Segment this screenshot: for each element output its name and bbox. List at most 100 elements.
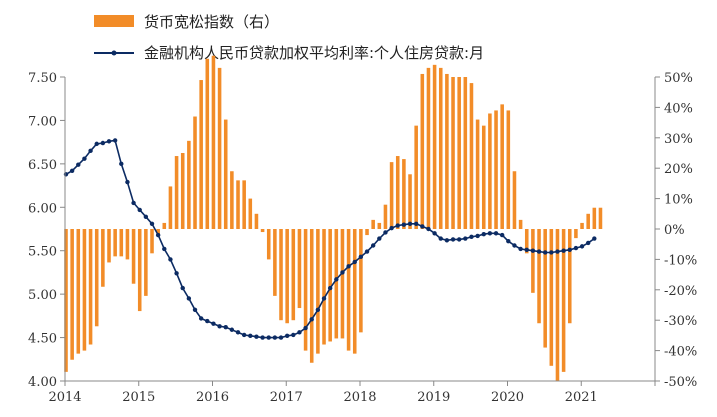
line-point [260,335,265,340]
bar [150,229,154,254]
line-point [377,236,382,241]
line-point [100,140,106,146]
bar [125,229,130,260]
bar [131,229,136,284]
bar [445,73,449,230]
bar [242,180,246,229]
bar [162,222,167,229]
bar [223,119,228,229]
line-point [143,214,149,220]
bar [543,229,547,348]
line-point [297,330,302,335]
y-left-tick-label: 4.50 [28,332,57,347]
line-point [106,139,112,144]
bar [279,229,283,321]
bar [561,229,566,372]
line-point [358,254,364,259]
line-point [321,296,327,301]
bar [107,229,111,263]
line-point [211,321,216,326]
x-tick-label: 2018 [343,390,376,405]
legend-bar-label: 货币宽松指数（右） [144,13,279,31]
bar [328,229,332,342]
bar [303,229,308,351]
bar [524,229,529,254]
bar [438,67,443,229]
line-point [450,237,456,242]
y-left-tick-label: 5.50 [28,245,57,260]
x-tick-label: 2016 [196,390,229,405]
legend: 货币宽松指数（右） 金融机构人民币贷款加权平均利率:个人住房贷款:月 [94,13,484,62]
line-point [524,247,529,253]
x-tick-label: 2015 [122,390,155,405]
line-point [149,221,155,226]
bar [168,186,173,229]
line-point [481,232,486,237]
y-right-tick-label: 20% [664,162,693,177]
bar [481,125,486,229]
bar [156,229,160,236]
line-point [506,238,511,244]
bar [309,229,314,363]
line-point [82,156,87,161]
bar [334,229,339,339]
line-point [229,327,235,332]
line-point [561,248,566,253]
y-left-tick-label: 7.50 [28,71,57,86]
line-point [76,162,81,167]
bar [383,204,388,229]
line-point [493,231,499,236]
line-point [401,222,407,227]
bar [137,229,142,312]
line-point [63,172,69,177]
bar [205,58,210,230]
line-point [248,333,253,339]
y-right-tick-label: -40% [664,345,697,360]
bar [420,73,425,230]
line-point [315,307,321,312]
line-point [346,264,351,269]
y-left-tick-label: 7.00 [28,114,57,129]
y-right-tick-label: 10% [664,193,693,208]
bar [414,125,418,229]
line-point [420,224,425,229]
bar [555,229,560,381]
bar [580,222,584,229]
line-point [444,238,450,243]
bar [531,229,535,293]
legend-line-label: 金融机构人民币贷款加权平均利率:个人住房贷款:月 [144,44,484,62]
line-point [223,324,228,330]
bar [254,213,259,229]
bar [297,229,302,309]
line-point [235,330,241,335]
line-point [241,332,247,338]
y-right-tick-label: -50% [664,375,697,390]
line-point [512,243,517,248]
y-left-tick-label: 4.00 [28,375,57,390]
line-point [327,285,333,291]
bar [193,116,197,229]
bar [395,156,400,229]
y-right-tick-label: 50% [664,71,693,86]
line-point [542,250,548,255]
y-left-tick-label: 5.00 [28,288,57,303]
line-point [125,179,130,185]
legend-line-marker [111,50,117,56]
line-point [155,232,161,238]
line-point [395,223,400,228]
bar [266,229,271,260]
bar [217,67,222,229]
bar [199,80,203,229]
line-point [272,335,278,340]
bar [70,229,74,360]
bar [592,207,597,229]
bar [64,229,68,372]
y-right-tick-label: 0% [664,223,685,238]
line-point [567,247,572,253]
bar [174,156,179,229]
bar [94,229,99,327]
bar [346,229,351,351]
line-point [530,248,536,253]
line-point [370,243,376,248]
line-point [303,325,308,331]
